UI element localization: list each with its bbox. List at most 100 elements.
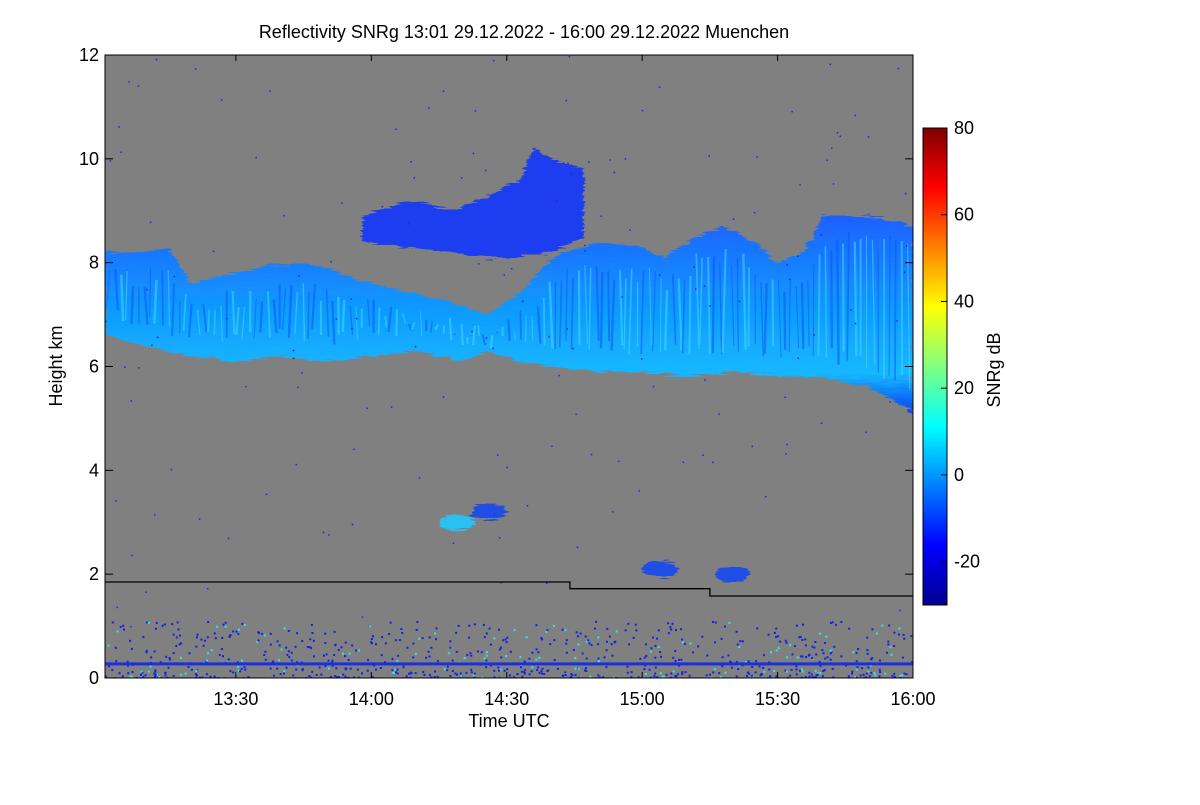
clutter-speck — [196, 670, 198, 672]
clutter-speck — [627, 623, 629, 625]
noise-dot — [522, 301, 524, 303]
clutter-speck — [429, 674, 431, 676]
clutter-speck — [669, 626, 671, 628]
noise-dot — [443, 91, 445, 93]
clutter-speck — [768, 634, 770, 636]
clutter-speck — [434, 671, 436, 673]
noise-dot — [813, 334, 815, 336]
clutter-speck — [244, 624, 246, 626]
colorbar-tick-label: 20 — [954, 378, 974, 398]
clutter-speck — [148, 622, 150, 624]
noise-dot — [659, 87, 661, 89]
noise-dot — [382, 206, 384, 208]
clutter-speck — [288, 656, 290, 658]
clutter-speck — [173, 634, 175, 636]
clutter-speck — [654, 673, 656, 675]
clutter-speck — [481, 651, 483, 653]
clutter-speck — [381, 636, 383, 638]
clutter-speck — [611, 655, 613, 657]
clutter-speck — [349, 653, 351, 655]
clutter-speck — [207, 636, 209, 638]
clutter-speck — [585, 667, 587, 669]
clutter-speck — [577, 635, 579, 637]
clutter-speck — [165, 674, 167, 676]
clutter-speck — [655, 667, 657, 669]
clutter-speck — [468, 637, 470, 639]
clutter-speck — [323, 655, 325, 657]
clutter-speck — [499, 649, 501, 651]
clutter-speck — [449, 640, 451, 642]
clutter-speck — [333, 654, 335, 656]
clutter-speck — [258, 639, 260, 641]
clutter-speck — [768, 669, 770, 671]
noise-dot — [408, 223, 410, 225]
clutter-speck — [510, 651, 512, 653]
clutter-speck — [898, 634, 900, 636]
clutter-speck — [580, 633, 582, 635]
clutter-speck — [265, 659, 267, 661]
noise-dot — [865, 432, 867, 434]
clutter-speck — [458, 625, 460, 627]
noise-dot — [110, 160, 112, 162]
clutter-speck — [763, 654, 765, 656]
clutter-speck — [502, 639, 504, 641]
clutter-speck — [777, 635, 779, 637]
clutter-speck — [598, 658, 600, 660]
clutter-speck — [355, 650, 357, 652]
noise-dot — [492, 348, 494, 350]
clutter-speck — [473, 674, 475, 676]
clutter-speck — [153, 673, 155, 675]
clutter-speck — [216, 626, 218, 628]
clutter-speck — [835, 624, 837, 626]
fall-streak — [689, 276, 690, 355]
clutter-speck — [230, 634, 232, 636]
clutter-speck — [498, 629, 500, 631]
clutter-speck — [489, 628, 491, 630]
clutter-speck — [903, 634, 905, 636]
clutter-speck — [338, 676, 340, 678]
clutter-speck — [232, 631, 234, 633]
noise-dot — [151, 345, 153, 347]
noise-dot — [904, 272, 906, 274]
clutter-speck — [528, 658, 530, 660]
clutter-speck — [388, 633, 390, 635]
clutter-speck — [833, 646, 835, 648]
clutter-speck — [775, 636, 777, 638]
noise-dot — [120, 152, 122, 154]
clutter-speck — [494, 637, 496, 639]
noise-dot — [569, 56, 571, 58]
clutter-speck — [652, 637, 654, 639]
noise-dot — [150, 222, 152, 224]
noise-dot — [131, 400, 133, 402]
noise-dot — [584, 245, 586, 247]
clutter-speck — [541, 670, 543, 672]
clutter-speck — [861, 667, 863, 669]
clutter-speck — [206, 673, 208, 675]
clutter-speck — [866, 673, 868, 675]
clutter-speck — [714, 668, 716, 670]
noise-dot — [414, 177, 416, 179]
clutter-speck — [856, 669, 858, 671]
clutter-speck — [175, 645, 177, 647]
clutter-speck — [313, 655, 315, 657]
clutter-speck — [891, 654, 893, 656]
clutter-speck — [225, 626, 227, 628]
clutter-speck — [755, 660, 757, 662]
clutter-speck — [706, 655, 708, 657]
clutter-speck — [606, 649, 608, 651]
noise-dot — [718, 413, 720, 415]
noise-dot — [868, 136, 870, 138]
clutter-speck — [270, 644, 272, 646]
clutter-speck — [115, 660, 117, 662]
clutter-speck — [645, 643, 647, 645]
y-tick-label: 6 — [89, 357, 99, 377]
clutter-speck — [108, 665, 110, 667]
clutter-speck — [736, 675, 738, 677]
noise-dot — [497, 454, 499, 456]
noise-dot — [461, 177, 463, 179]
clutter-speck — [597, 636, 599, 638]
x-tick-label: 15:00 — [620, 689, 665, 709]
noise-dot — [494, 514, 496, 516]
clutter-speck — [817, 674, 819, 676]
